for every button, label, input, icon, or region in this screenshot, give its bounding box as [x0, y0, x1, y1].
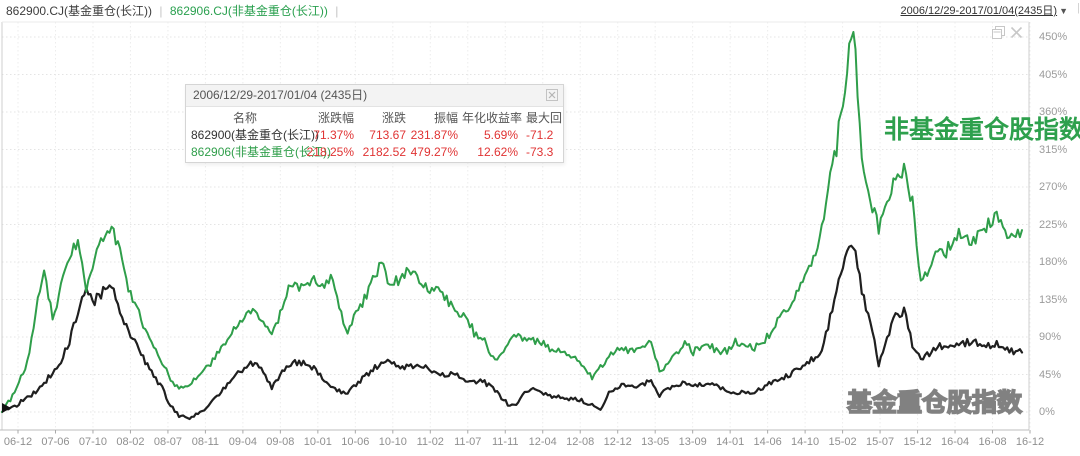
x-tick-label: 11-02: [416, 436, 444, 448]
x-tick-label: 06-12: [3, 436, 33, 448]
row-change-pct: 71.37%: [313, 127, 354, 142]
fund-heavy-line: [0, 244, 1024, 421]
x-tick-label: 07-10: [78, 436, 108, 448]
stats-panel-header: 2006/12/29-2017/01/04 (2435日): [186, 85, 563, 107]
col-change-pct: 涨跌幅: [317, 111, 354, 125]
table-row-fund-index: 862900(基金重仓(长江)) 71.37% 713.67 231.87% 5…: [186, 126, 563, 143]
edge-separator: |: [1077, 2, 1080, 14]
row-max-drawdown: -73.3: [526, 144, 554, 159]
row-name: 862900(基金重仓(长江)): [191, 128, 320, 142]
row-max-drawdown: -71.2: [526, 127, 554, 142]
close-icon[interactable]: [1010, 26, 1023, 39]
row-change: 713.67: [369, 127, 406, 142]
date-range-text[interactable]: 2006/12/29-2017/01/04(2435日): [900, 5, 1058, 17]
fund-index-annotation: 基金重仓股指数: [846, 388, 1023, 418]
y-tick-label: 315%: [1039, 143, 1068, 156]
x-tick-label: 13-05: [641, 436, 670, 448]
x-tick-label: 08-11: [191, 436, 220, 448]
col-amplitude: 振幅: [433, 111, 458, 125]
x-tick-label: 16-12: [1015, 436, 1045, 448]
x-tick-label: 12-12: [603, 436, 632, 448]
col-name: 名称: [232, 111, 257, 125]
top-bar: 862900.CJ(基金重仓(长江)) | 862906.CJ(非基金重仓(长江…: [0, 0, 1080, 20]
x-tick-label: 10-01: [303, 436, 332, 448]
x-tick-label: 08-07: [153, 436, 182, 448]
x-tick-label: 15-07: [865, 436, 895, 448]
panel-close-icon[interactable]: [546, 89, 558, 101]
x-tick-label: 13-09: [678, 436, 707, 448]
x-tick-label: 10-06: [341, 436, 370, 448]
x-tick-label: 15-02: [828, 436, 857, 448]
window-controls: [992, 26, 1023, 39]
row-change: 2182.52: [362, 144, 406, 159]
x-tick-label: 12-08: [566, 436, 595, 448]
nonfund-index-annotation: 非基金重仓股指数: [884, 116, 1080, 144]
y-tick-label: 450%: [1039, 31, 1068, 43]
row-name: 862906(非基金重仓(长江)): [191, 145, 332, 159]
x-tick-label: 16-08: [978, 436, 1007, 448]
y-tick-label: 270%: [1039, 181, 1068, 193]
y-tick-label: 135%: [1039, 293, 1068, 306]
restore-window-icon[interactable]: [992, 26, 1005, 39]
legend-item-fund-index[interactable]: 862900.CJ(基金重仓(长江)): [6, 4, 153, 18]
legend-separator: |: [159, 4, 163, 18]
row-amplitude: 231.87%: [410, 127, 458, 142]
x-tick-label: 11-11: [491, 436, 519, 448]
y-tick-label: 90%: [1039, 331, 1062, 343]
series-start-marker: [2, 403, 11, 413]
date-range-selector[interactable]: 2006/12/29-2017/01/04(2435日) ▼: [901, 2, 1069, 18]
y-tick-label: 360%: [1039, 106, 1068, 118]
col-annualized-return: 年化收益率: [462, 111, 523, 125]
legend-item-nonfund-index[interactable]: 862906.CJ(非基金重仓(长江)): [169, 4, 328, 18]
stats-table: 名称 涨跌幅 涨跌 振幅 年化收益率 最大回 862900(基金重仓(长江)) …: [186, 109, 563, 160]
x-tick-label: 15-12: [903, 436, 932, 448]
row-amplitude: 479.27%: [410, 144, 458, 159]
x-tick-label: 08-02: [116, 436, 145, 448]
y-tick-label: 0%: [1039, 406, 1055, 418]
x-tick-label: 14-01: [716, 436, 745, 448]
table-row-nonfund-index: 862906(非基金重仓(长江)) 218.25% 2182.52 479.27…: [186, 143, 563, 160]
x-tick-label: 09-08: [266, 436, 295, 448]
chevron-down-icon[interactable]: ▼: [1059, 6, 1068, 16]
col-change: 涨跌: [381, 111, 406, 125]
x-tick-label: 14-10: [791, 436, 820, 448]
stats-panel: 2006/12/29-2017/01/04 (2435日) 名称 涨跌幅 涨跌 …: [185, 84, 564, 163]
row-annualized-return: 5.69%: [483, 127, 518, 142]
x-tick-label: 07-06: [41, 436, 70, 448]
x-tick-label: 12-04: [528, 436, 557, 448]
col-max-drawdown: 最大回: [526, 111, 563, 125]
row-change-pct: 218.25%: [306, 144, 354, 159]
row-annualized-return: 12.62%: [477, 144, 518, 159]
y-tick-label: 405%: [1039, 68, 1068, 81]
legend: 862900.CJ(基金重仓(长江)) | 862906.CJ(非基金重仓(长江…: [6, 2, 342, 19]
legend-separator: |: [335, 4, 339, 18]
x-tick-label: 10-10: [378, 436, 407, 448]
y-tick-label: 180%: [1039, 256, 1068, 268]
stats-table-header-row: 名称 涨跌幅 涨跌 振幅 年化收益率 最大回: [186, 109, 563, 126]
x-tick-label: 16-04: [940, 436, 970, 448]
y-tick-label: 225%: [1039, 218, 1068, 231]
x-tick-label: 11-07: [454, 436, 482, 448]
non-fund-heavy-line: [1, 31, 1023, 413]
x-tick-label: 14-06: [753, 436, 782, 448]
stats-panel-title: 2006/12/29-2017/01/04 (2435日): [193, 88, 368, 102]
x-tick-label: 09-04: [228, 436, 257, 448]
y-tick-label: 45%: [1039, 368, 1062, 381]
